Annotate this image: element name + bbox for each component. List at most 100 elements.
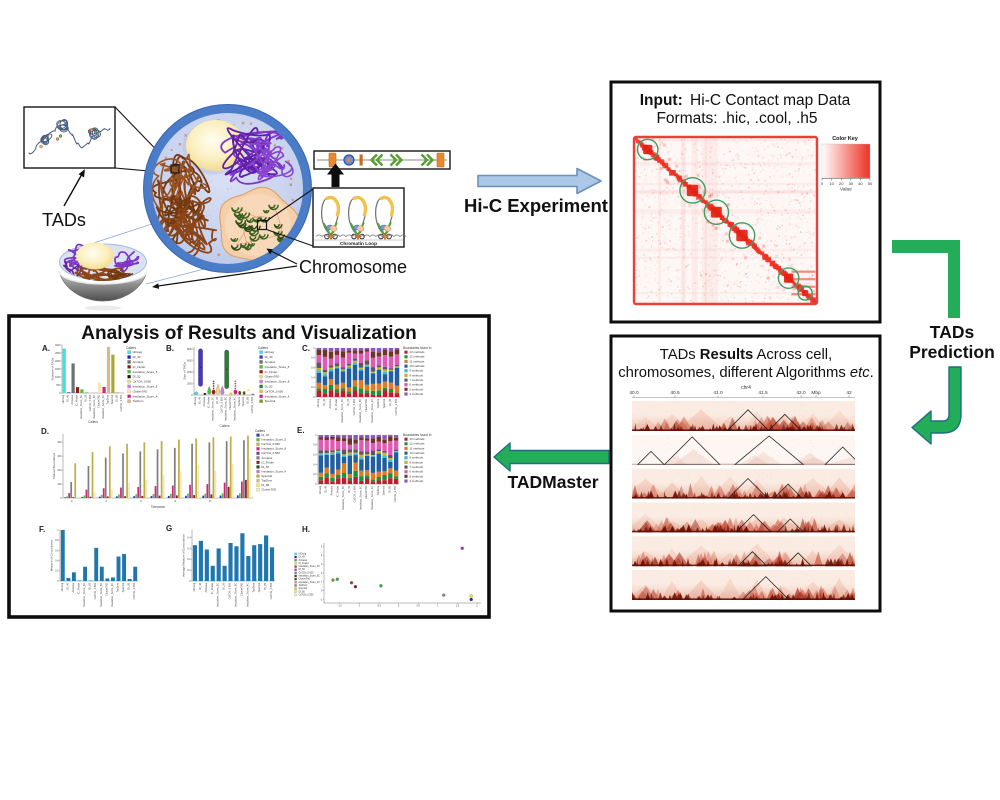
svg-text:DI_80: DI_80 (387, 485, 391, 492)
svg-text:3: 3 (321, 563, 323, 566)
svg-text:0.5: 0.5 (417, 604, 421, 607)
svg-text:CaTCH_0.550: CaTCH_0.550 (250, 396, 254, 413)
tadmaster-flow: TADMaster (493, 442, 610, 492)
svg-text:TopDom: TopDom (133, 399, 144, 403)
svg-text:TopDom: TopDom (251, 583, 255, 593)
svg-text:Insulation_Score_4C: Insulation_Score_4C (245, 583, 249, 607)
svg-text:DI_40: DI_40 (198, 396, 202, 403)
svg-text:40.5: 40.5 (670, 390, 680, 396)
svg-text:400: 400 (57, 441, 62, 444)
svg-text:0: 0 (59, 392, 61, 395)
hic-experiment-arrow: Hi-C Experiment (464, 167, 608, 216)
svg-text:HiCseg: HiCseg (318, 485, 322, 494)
svg-text:DI_80: DI_80 (127, 582, 131, 589)
svg-text:6: 6 (174, 499, 176, 503)
svg-text:20: 20 (839, 181, 844, 186)
svg-text:DI_40: DI_40 (66, 394, 70, 401)
svg-text:5 methods: 5 methods (409, 387, 423, 391)
svg-text:CaTCH_0.650: CaTCH_0.650 (352, 398, 356, 415)
color-key-title: Color Key (832, 136, 857, 142)
svg-text:9 methods: 9 methods (409, 369, 423, 373)
svg-text:2: 2 (321, 572, 323, 575)
svg-text:0.6: 0.6 (313, 454, 317, 457)
analysis-panel: Analysis of Results and Visualization A.… (7, 314, 491, 619)
svg-text:DI_80: DI_80 (263, 582, 267, 589)
svg-text:DI_80: DI_80 (114, 394, 118, 401)
svg-text:Insulation_Score_8C: Insulation_Score_8C (234, 583, 238, 607)
boundary-element-left (328, 152, 337, 168)
svg-text:CaTCH_0.650: CaTCH_0.650 (133, 380, 152, 384)
tad-track-3 (632, 468, 855, 499)
tad-track-2 (632, 434, 855, 465)
svg-text:-0.5: -0.5 (377, 604, 382, 607)
svg-text:0.4: 0.4 (187, 536, 191, 539)
svg-text:ClusterTAD: ClusterTAD (97, 395, 101, 408)
svg-text:30: 30 (849, 181, 854, 186)
cohesin-core-dot (347, 158, 351, 162)
svg-text:IC_Finder: IC_Finder (75, 395, 79, 407)
svg-text:Number of TADs: Number of TADs (51, 357, 55, 380)
svg-text:D.: D. (41, 427, 49, 436)
svg-text:DI_50: DI_50 (265, 384, 273, 388)
results-panel: TADs Results Across cell, chromosomes, d… (609, 334, 882, 613)
svg-text:CaTCH_0.650: CaTCH_0.650 (88, 394, 92, 411)
svg-text:-1.5: -1.5 (338, 604, 343, 607)
bowl-rim (58, 270, 148, 285)
svg-text:Shared Boundaries: Shared Boundaries (52, 452, 56, 479)
svg-text:Insulation_Score_5C: Insulation_Score_5C (340, 399, 344, 423)
svg-text:6 methods: 6 methods (409, 470, 423, 474)
svg-text:Insulation_Score_8C: Insulation_Score_8C (299, 575, 321, 578)
svg-text:TopDom: TopDom (376, 399, 380, 409)
svg-text:DI_50: DI_50 (222, 582, 226, 589)
svg-text:40: 40 (858, 181, 863, 186)
results-panel-title-line2: chromosomes, different Algorithms etc. (618, 365, 874, 381)
svg-text:0.4: 0.4 (55, 560, 59, 563)
svg-text:IC_Finder: IC_Finder (206, 397, 210, 409)
tads-inset-box (23, 106, 116, 169)
svg-text:DI_50: DI_50 (261, 465, 269, 469)
color-key-axis-label: Value (840, 187, 852, 193)
svg-text:1: 1 (315, 434, 317, 437)
svg-text:5: 5 (321, 545, 323, 548)
svg-text:Measure of Concordance: Measure of Concordance (50, 539, 54, 571)
svg-text:0: 0 (189, 580, 191, 583)
color-key-gradient (821, 143, 871, 179)
svg-text:Callers: Callers (88, 420, 98, 424)
svg-text:HiCseg: HiCseg (299, 553, 307, 555)
svg-text:0: 0 (60, 497, 62, 500)
blue-right-arrow-icon (477, 167, 602, 195)
svg-text:8 methods: 8 methods (409, 373, 423, 377)
tads-squiggle (28, 119, 111, 155)
svg-text:Insulation_Score_5: Insulation_Score_5 (265, 365, 290, 369)
svg-text:Insulation_Score_5: Insulation_Score_5 (133, 370, 158, 374)
svg-text:Insulation_Score_5: Insulation_Score_5 (261, 438, 286, 442)
svg-text:Insulation_Score_4C: Insulation_Score_4C (299, 581, 321, 584)
svg-text:HiCseg: HiCseg (133, 350, 143, 354)
boundary-element-right (436, 152, 445, 168)
chromatin-loops-drawing (315, 195, 407, 241)
svg-text:300: 300 (57, 455, 62, 458)
svg-text:ClusterTAD: ClusterTAD (104, 583, 108, 596)
svg-text:Spectral: Spectral (382, 485, 386, 495)
svg-text:CaTCH_0.650: CaTCH_0.650 (261, 442, 280, 446)
svg-text:HiCseg: HiCseg (265, 350, 275, 354)
green-down-left-arrow-icon (911, 366, 962, 445)
svg-text:ClusterTAD: ClusterTAD (265, 375, 280, 379)
cell-illustration: TADs Chromosome (23, 104, 451, 311)
svg-text:Armatus: Armatus (70, 394, 74, 404)
svg-text:Insulation_Score_4C: Insulation_Score_4C (110, 583, 114, 607)
green-elbow-connector (892, 240, 960, 318)
svg-text:10 methods: 10 methods (409, 451, 425, 455)
svg-text:0.6: 0.6 (55, 549, 59, 552)
svg-text:Insulation_Score_4C: Insulation_Score_4C (101, 395, 105, 419)
svg-text:DI_50: DI_50 (347, 485, 351, 492)
svg-text:2500: 2500 (55, 352, 61, 355)
svg-text:DI_40: DI_40 (324, 485, 328, 492)
svg-text:DI_50: DI_50 (133, 375, 141, 379)
svg-text:IC_Finder: IC_Finder (335, 486, 339, 498)
svg-text:IC_Finder: IC_Finder (299, 562, 309, 565)
svg-text:Insulation_Score_8C: Insulation_Score_8C (358, 486, 362, 510)
tad-track-1 (632, 401, 855, 431)
green-left-arrow-icon (493, 442, 610, 472)
